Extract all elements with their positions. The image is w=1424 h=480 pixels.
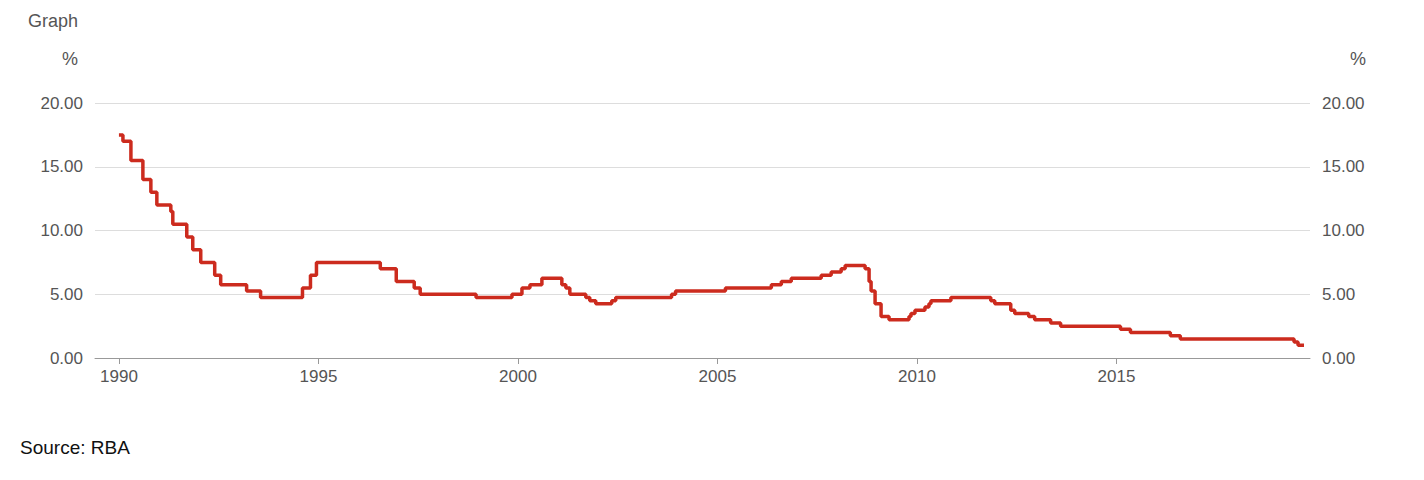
svg-text:0.00: 0.00 <box>1322 349 1355 368</box>
svg-text:15.00: 15.00 <box>40 157 83 176</box>
svg-text:Source: RBA: Source: RBA <box>20 437 130 458</box>
svg-text:5.00: 5.00 <box>50 285 83 304</box>
svg-text:%: % <box>1350 49 1366 69</box>
svg-text:15.00: 15.00 <box>1322 157 1365 176</box>
svg-text:2010: 2010 <box>898 367 936 386</box>
svg-text:0.00: 0.00 <box>50 349 83 368</box>
svg-text:20.00: 20.00 <box>40 94 83 113</box>
svg-text:%: % <box>62 49 78 69</box>
svg-text:20.00: 20.00 <box>1322 94 1365 113</box>
svg-text:2005: 2005 <box>699 367 737 386</box>
svg-text:2015: 2015 <box>1098 367 1136 386</box>
svg-text:Graph: Graph <box>28 11 78 31</box>
svg-text:2000: 2000 <box>499 367 537 386</box>
svg-text:10.00: 10.00 <box>40 221 83 240</box>
svg-text:10.00: 10.00 <box>1322 221 1365 240</box>
svg-text:1995: 1995 <box>300 367 338 386</box>
svg-text:5.00: 5.00 <box>1322 285 1355 304</box>
svg-text:1990: 1990 <box>100 367 138 386</box>
